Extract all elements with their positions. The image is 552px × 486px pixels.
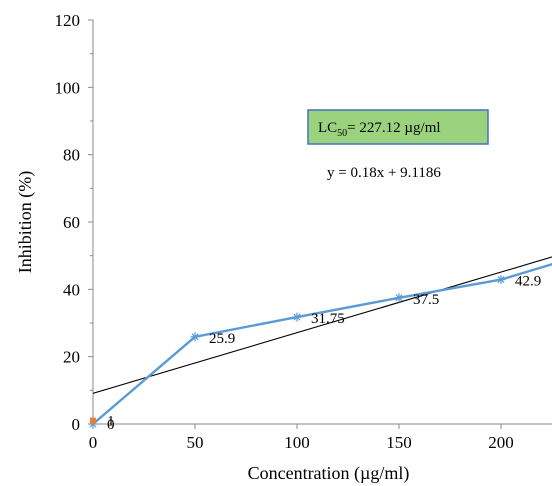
lc50-suffix: = 227.12 µg/ml bbox=[347, 120, 440, 136]
y-tick-label: 100 bbox=[55, 78, 81, 97]
axes bbox=[92, 20, 552, 425]
y-ticks: 0 20 40 60 80 100 120 bbox=[55, 11, 93, 434]
y-tick-label: 0 bbox=[72, 415, 81, 434]
y-tick-label: 40 bbox=[63, 280, 80, 299]
x-tick-label: 0 bbox=[89, 433, 98, 452]
data-label: 42.9 bbox=[515, 274, 541, 290]
lc50-prefix: LC bbox=[318, 120, 337, 136]
y-axis-label: Inhibition (%) bbox=[15, 171, 36, 273]
x-tick-label: 150 bbox=[386, 433, 412, 452]
x-axis-label: Concentration (µg/ml) bbox=[248, 463, 410, 484]
series-line bbox=[93, 262, 552, 425]
data-label: 37.5 bbox=[413, 292, 439, 308]
data-point bbox=[90, 417, 96, 424]
plot-area: 0 25.9 31.75 37.5 42.9 1 bbox=[88, 256, 552, 433]
x-tick-label: 50 bbox=[187, 433, 204, 452]
trendline-equation: y = 0.18x + 9.1186 bbox=[327, 165, 441, 181]
x-tick-label: 200 bbox=[488, 433, 514, 452]
y-tick-label: 20 bbox=[63, 348, 80, 367]
lc50-annotation-box bbox=[307, 109, 489, 145]
x-ticks: 0 50 100 150 200 bbox=[89, 424, 514, 452]
data-label: 25.9 bbox=[209, 331, 235, 347]
trendline bbox=[93, 256, 552, 394]
lc50-annotation: LC50= 227.12 µg/ml bbox=[318, 120, 441, 139]
data-point bbox=[394, 293, 404, 303]
x-tick-label: 100 bbox=[284, 433, 310, 452]
y-tick-label: 120 bbox=[55, 11, 81, 30]
data-point bbox=[496, 275, 506, 285]
data-label: 31.75 bbox=[311, 311, 345, 327]
data-point bbox=[292, 312, 302, 322]
y-tick-label: 80 bbox=[63, 146, 80, 165]
data-label: 1 bbox=[107, 414, 115, 430]
data-point bbox=[190, 332, 200, 342]
lc50-subscript: 50 bbox=[337, 128, 347, 139]
data-label: 0 bbox=[107, 417, 115, 433]
y-tick-label: 60 bbox=[63, 213, 80, 232]
